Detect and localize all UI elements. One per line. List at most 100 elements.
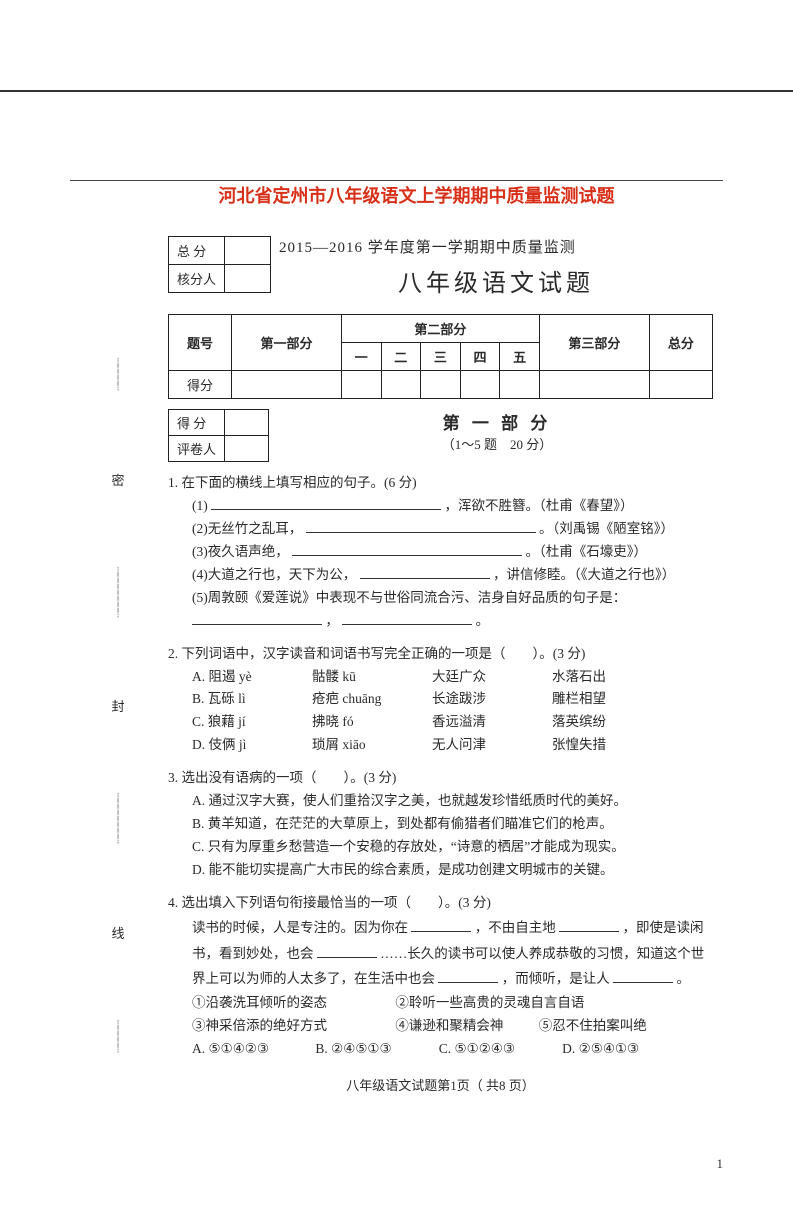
score-cell <box>649 371 712 399</box>
q1-l4a: (4)大道之行也，天下为公， <box>192 567 356 582</box>
top-border-line <box>70 180 723 181</box>
q4-stem: 4. 选出填入下列语句衔接最恰当的一项（ ）。(3 分) <box>168 892 713 915</box>
q1-l3b: 。（杜甫《石壕吏》） <box>526 544 648 559</box>
fill-blank[interactable] <box>360 565 490 579</box>
section-score-table: 题号 第一部分 第二部分 第三部分 总分 一 二 三 四 五 得分 <box>168 314 713 399</box>
q2-row-d: D. 伎俩 jì 琐屑 xiāo 无人问津 张惶失措 <box>192 734 713 757</box>
fill-blank[interactable] <box>306 519 536 533</box>
q4-items-row1: ①沿袭洗耳倾听的姿态 ②聆听一些高贵的灵魂自言自语 <box>192 992 713 1015</box>
content-area: 总 分 核分人 2015—2016 学年度第一学期期中质量监测 八年级语文试题 … <box>168 236 713 1094</box>
checker-cell <box>225 265 271 293</box>
opt-text: 琐屑 xiāo <box>312 734 432 757</box>
opt-text: 香远溢清 <box>432 711 552 734</box>
part-one-header-row: 得 分 评卷人 第 一 部 分 （1～5 题 20 分） <box>168 409 713 462</box>
col-sub4: 四 <box>460 343 500 371</box>
score-cell <box>421 371 461 399</box>
exam-title: 八年级语文试题 <box>279 263 713 298</box>
q1-l5b: ， <box>325 613 339 628</box>
exam-header: 2015—2016 学年度第一学期期中质量监测 八年级语文试题 <box>271 236 713 298</box>
score-cell <box>232 371 342 399</box>
page-title: 河北省定州市八年级语文上学期期中质量监测试题 <box>120 182 713 208</box>
col-part3: 第三部分 <box>540 315 650 371</box>
col-sub1: 一 <box>341 343 381 371</box>
q3-stem: 3. 选出没有语病的一项（ ）。(3 分) <box>168 767 713 790</box>
exam-year: 2015—2016 学年度第一学期期中质量监测 <box>279 236 713 257</box>
binding-seal-char-1: 密 <box>111 470 124 489</box>
q1-l2a: (2)无丝竹之乱耳， <box>192 521 302 536</box>
score-cell <box>381 371 421 399</box>
col-part2: 第二部分 <box>341 315 539 343</box>
score-cell <box>500 371 540 399</box>
q2-stem: 2. 下列词语中，汉字读音和词语书写完全正确的一项是（ ）。(3 分) <box>168 643 713 666</box>
opt-text: 无人问津 <box>432 734 552 757</box>
opt-text: 雕栏相望 <box>552 688 672 711</box>
opt-text: 疮疤 chuāng <box>312 688 432 711</box>
q1-sub5: (5)周敦颐《爱莲说》中表现不与世俗同流合污、洁身自好品质的句子是： <box>192 587 713 610</box>
q1-l1a: (1) <box>192 498 208 513</box>
q1-l3a: (3)夜久语声绝， <box>192 544 289 559</box>
fill-blank[interactable] <box>438 969 498 983</box>
opt-text: 狼藉 jí <box>208 714 246 729</box>
binding-dots: ┊┊┊┊┊ <box>116 360 121 390</box>
checker-label: 核分人 <box>169 265 225 293</box>
col-sub2: 二 <box>381 343 421 371</box>
q4-choice-c: C. ⑤①②④③ <box>439 1038 559 1061</box>
grader-person-label: 评卷人 <box>169 436 225 462</box>
opt-text: 阻遏 yè <box>209 669 252 684</box>
page-number: 1 <box>717 1156 724 1172</box>
q1-sub2: (2)无丝竹之乱耳， 。（刘禹锡《陋室铭》） <box>192 518 713 541</box>
q2-row-c: C. 狼藉 jí 拂晓 fó 香远溢清 落英缤纷 <box>192 711 713 734</box>
q2-b-tag: B. 瓦砾 lì <box>192 688 312 711</box>
fill-blank[interactable] <box>211 496 441 510</box>
fill-blank[interactable] <box>411 918 471 932</box>
grader-box: 得 分 评卷人 <box>168 409 269 462</box>
fill-blank[interactable] <box>342 611 472 625</box>
binding-dots: ┊┊┊┊┊┊┊┊ <box>116 569 121 617</box>
q4-p1e: ，而倾听，是让人 <box>502 971 610 986</box>
q2-row-a: A. 阻遏 yè 骷髅 kū 大廷广众 水落石出 <box>192 666 713 689</box>
q1-sub1: (1) ，浑欲不胜簪。（杜甫《春望》） <box>192 495 713 518</box>
binding-margin: ┊┊┊┊┊ 密 ┊┊┊┊┊┊┊┊ 封 ┊┊┊┊┊┊┊┊ 线 ┊┊┊┊┊ <box>108 320 128 1092</box>
col-total: 总分 <box>649 315 712 371</box>
q4-item-2: ②聆听一些高贵的灵魂自言自语 <box>395 995 584 1010</box>
opt-tag: C. <box>192 714 204 729</box>
total-score-cell <box>225 237 271 265</box>
question-2: 2. 下列词语中，汉字读音和词语书写完全正确的一项是（ ）。(3 分) A. 阻… <box>168 643 713 758</box>
q4-p1b: ，不由自主地 <box>475 920 556 935</box>
fill-blank[interactable] <box>613 969 673 983</box>
total-score-box: 总 分 核分人 <box>168 236 271 293</box>
q2-a-tag: A. 阻遏 yè <box>192 666 312 689</box>
q4-items-row2: ③神采倍添的绝好方式 ④谦逊和聚精会神 ⑤忍不住拍案叫绝 <box>192 1015 713 1038</box>
opt-text: 伎俩 jì <box>209 737 247 752</box>
q3-opt-c: C. 只有为厚重乡愁营造一个安稳的存放处，“诗意的栖居”才能成为现实。 <box>192 836 713 859</box>
fill-blank[interactable] <box>559 918 619 932</box>
q4-item-3: ③神采倍添的绝好方式 <box>192 1015 392 1038</box>
q1-sub3: (3)夜久语声绝， 。（杜甫《石壕吏》） <box>192 541 713 564</box>
q4-choices: A. ⑤①④②③ B. ②④⑤①③ C. ⑤①②④③ D. ②⑤④①③ <box>192 1038 713 1061</box>
binding-seal-char-3: 线 <box>111 923 124 942</box>
fill-blank[interactable] <box>317 944 377 958</box>
grader-score-label: 得 分 <box>169 410 225 436</box>
q4-passage: 读书的时候，人是专注的。因为你在 ，不由自主地 ，即使是读闲书，看到妙处，也会 … <box>192 915 713 992</box>
col-num: 题号 <box>169 315 232 371</box>
fill-blank[interactable] <box>292 542 522 556</box>
binding-dots: ┊┊┊┊┊ <box>116 1022 121 1052</box>
opt-tag: B. <box>192 691 204 706</box>
fill-blank[interactable] <box>192 611 322 625</box>
question-3: 3. 选出没有语病的一项（ ）。(3 分) A. 通过汉字大赛，使人们重拾汉字之… <box>168 767 713 882</box>
opt-text: 瓦砾 lì <box>208 691 246 706</box>
opt-text: 张惶失措 <box>552 734 672 757</box>
opt-text: 落英缤纷 <box>552 711 672 734</box>
q1-sub4: (4)大道之行也，天下为公， ，讲信修睦。（《大道之行也》） <box>192 564 713 587</box>
q1-l1b: ，浑欲不胜簪。（杜甫《春望》） <box>445 498 634 513</box>
question-4: 4. 选出填入下列语句衔接最恰当的一项（ ）。(3 分) 读书的时候，人是专注的… <box>168 892 713 1061</box>
q2-row-b: B. 瓦砾 lì 疮疤 chuāng 长途跋涉 雕栏相望 <box>192 688 713 711</box>
grader-score-cell <box>225 410 269 436</box>
opt-tag: D. <box>192 737 205 752</box>
binding-dots: ┊┊┊┊┊┊┊┊ <box>116 795 121 843</box>
q1-l5a: (5)周敦颐《爱莲说》中表现不与世俗同流合污、洁身自好品质的句子是： <box>192 590 626 605</box>
grader-person-cell <box>225 436 269 462</box>
q3-opt-b: B. 黄羊知道，在茫茫的大草原上，到处都有偷猎者们瞄准它们的枪声。 <box>192 813 713 836</box>
q4-p1a: 读书的时候，人是专注的。因为你在 <box>192 920 408 935</box>
q1-stem: 1. 在下面的横线上填写相应的句子。(6 分) <box>168 472 713 495</box>
